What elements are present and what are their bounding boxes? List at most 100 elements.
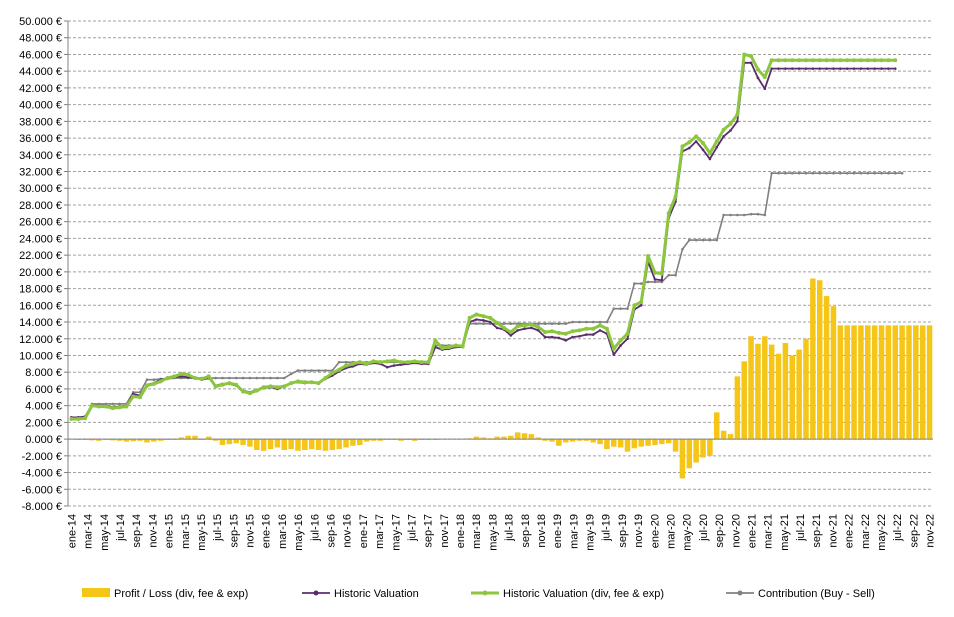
series-point (289, 381, 294, 386)
series-point (887, 67, 890, 70)
y-tick-label: 42.000 € (19, 83, 62, 95)
x-tick-label: ene-16 (261, 514, 273, 548)
profit-loss-bar (151, 439, 157, 442)
profit-loss-bar (398, 439, 404, 441)
profit-loss-bar (624, 439, 631, 452)
y-tick-label: 6.000 € (25, 384, 62, 396)
x-tick-label: mar-20 (666, 514, 678, 549)
series-point (866, 171, 870, 175)
series-point (872, 58, 877, 63)
x-tick-label: may-14 (99, 514, 111, 551)
series-point (371, 359, 376, 364)
series-point (811, 171, 815, 175)
series-point (440, 345, 445, 350)
x-tick-label: jul-21 (795, 514, 807, 542)
series-point (509, 322, 513, 326)
series-point (749, 212, 753, 216)
series-point (755, 67, 760, 72)
x-tick-label: sep-17 (423, 514, 435, 548)
series-point (618, 338, 623, 343)
x-tick-label: may-18 (487, 514, 499, 551)
x-tick-label: mar-16 (277, 514, 289, 549)
series-point (426, 360, 431, 365)
series-point (687, 238, 691, 242)
x-tick-label: mar-22 (860, 514, 872, 549)
series-point (852, 67, 856, 70)
y-tick-label: 8.000 € (25, 367, 62, 379)
legend-marker (313, 590, 319, 596)
series-point (310, 369, 314, 372)
series-point (482, 319, 485, 322)
y-tick-label: 12.000 € (19, 334, 62, 346)
profit-loss-bar (871, 325, 878, 440)
y-tick-label: -8.000 € (22, 501, 62, 513)
series-point (262, 376, 265, 380)
series-point (756, 212, 760, 216)
series-point (234, 376, 238, 380)
profit-loss-bar (762, 336, 768, 440)
series-point (687, 140, 692, 145)
series-point (845, 171, 849, 175)
series-point (804, 171, 808, 175)
profit-loss-bar (913, 325, 919, 440)
profit-loss-bar (96, 439, 102, 441)
y-tick-label: 30.000 € (19, 183, 62, 195)
series-point (804, 67, 808, 70)
series-point (412, 359, 417, 364)
series-point (76, 417, 81, 422)
series-point (364, 361, 369, 366)
series-point (248, 376, 252, 380)
series-point (515, 324, 520, 329)
x-tick-label: may-16 (293, 514, 305, 551)
series-point (646, 253, 651, 258)
series-point (221, 376, 224, 380)
series-point (296, 369, 300, 372)
series-point (337, 367, 342, 372)
series-point (639, 282, 643, 285)
series-point (131, 394, 136, 399)
series-point (728, 121, 733, 126)
series-point (680, 144, 685, 149)
profit-loss-bar (858, 325, 864, 440)
profit-loss-bar (494, 436, 500, 440)
series-point (152, 378, 156, 382)
series-point (228, 376, 231, 380)
profit-loss-bar (329, 439, 336, 450)
profit-loss-bar (734, 376, 741, 440)
series-point (69, 417, 74, 422)
series-point (530, 326, 533, 330)
series-point (591, 320, 595, 324)
series-point (536, 329, 540, 332)
series-point (886, 58, 891, 63)
profit-loss-bar (823, 296, 830, 440)
series-point (839, 171, 842, 175)
legend-label: Historic Valuation (334, 588, 419, 600)
series-point (234, 382, 239, 387)
series-point (845, 58, 850, 63)
series-point (117, 405, 122, 410)
y-tick-label: -2.000 € (22, 451, 62, 463)
series-point (350, 361, 355, 366)
series-point (357, 360, 362, 365)
series-point (282, 384, 287, 389)
series-point (199, 376, 204, 381)
profit-loss-bar (748, 336, 754, 440)
profit-loss-bar (590, 439, 596, 443)
series-point (714, 139, 719, 144)
series-point (783, 58, 788, 63)
series-point (571, 320, 574, 324)
profit-loss-bar (528, 434, 535, 440)
series-point (776, 58, 781, 63)
profit-loss-bar (741, 361, 747, 440)
y-tick-label: 24.000 € (19, 233, 62, 245)
series-point (276, 376, 279, 380)
series-point (254, 388, 259, 393)
profit-loss-bar (336, 439, 342, 450)
series-point (316, 381, 321, 386)
series-point (639, 299, 644, 304)
series-point (453, 343, 458, 348)
x-tick-label: mar-18 (471, 514, 483, 549)
series-point (893, 67, 897, 70)
x-tick-label: sep-20 (714, 514, 726, 548)
series-point (619, 344, 622, 347)
